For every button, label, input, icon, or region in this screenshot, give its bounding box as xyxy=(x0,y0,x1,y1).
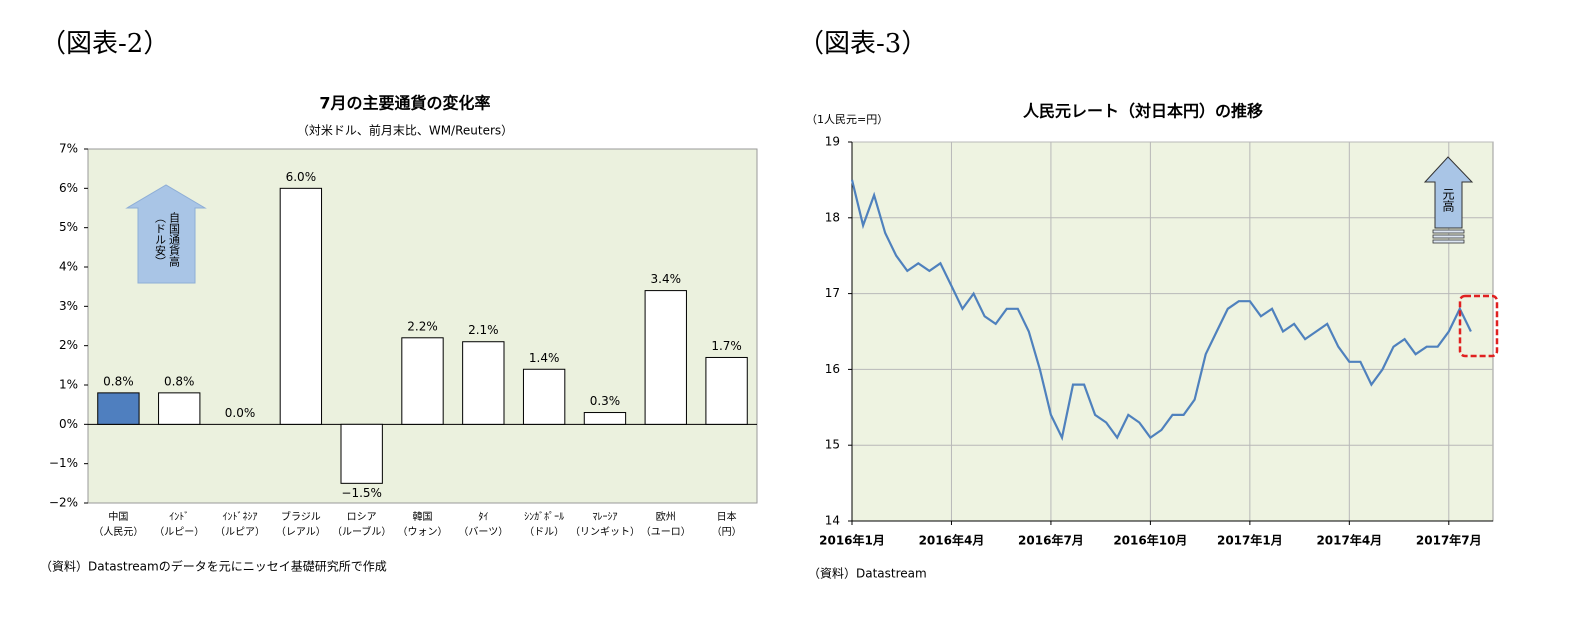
x-tick-label: ﾏﾚｰｼｱ xyxy=(592,512,617,523)
data-label: 0.8% xyxy=(103,374,134,388)
x-tick-label: 2017年4月 xyxy=(1316,533,1382,548)
data-label: 2.1% xyxy=(468,323,499,337)
x-tick-label: 2017年1月 xyxy=(1217,533,1283,548)
data-label: 0.0% xyxy=(225,406,256,420)
bar xyxy=(462,341,505,425)
x-tick-label: （ユーロ） xyxy=(641,526,691,538)
data-label: 3.4% xyxy=(651,272,682,286)
y-tick-label: 19 xyxy=(825,135,840,149)
x-tick-label: （リンギット） xyxy=(570,526,640,538)
x-tick-label: （ルーブル） xyxy=(332,525,391,538)
y-tick-label: 7% xyxy=(59,142,78,156)
x-tick-label: （ルピー） xyxy=(154,526,204,538)
x-tick-label: ｼﾝｶﾞﾎﾟｰﾙ xyxy=(524,511,564,523)
arrow-stripe xyxy=(1432,229,1465,234)
figure-label: （図表-2） xyxy=(40,29,169,59)
x-tick-label: 2016年1月 xyxy=(819,533,885,548)
x-tick-label: （バーツ） xyxy=(458,526,508,538)
arrow xyxy=(125,184,207,284)
arrow-stripe xyxy=(1432,234,1465,239)
x-tick-label: ロシア xyxy=(347,512,377,523)
y-tick-label: 0% xyxy=(59,417,78,431)
line-series xyxy=(850,179,1472,441)
y-tick-label: 18 xyxy=(825,210,840,224)
arrow-stripe xyxy=(1432,239,1465,244)
x-tick-label: 欧州 xyxy=(656,511,676,523)
bar xyxy=(705,356,748,425)
x-tick-label: 2016年4月 xyxy=(919,533,985,548)
x-tick-label: 2016年10月 xyxy=(1113,533,1187,548)
data-label: 0.8% xyxy=(164,374,195,388)
data-label: 0.3% xyxy=(590,394,621,408)
bar xyxy=(583,412,627,425)
annotation: 自国通貨高 xyxy=(168,212,181,268)
y-tick-label: −1% xyxy=(49,456,78,470)
x-tick-label: （人民元） xyxy=(93,526,143,538)
y-tick-label: 14 xyxy=(825,514,840,528)
arrow xyxy=(1423,156,1474,229)
y-tick-label: 5% xyxy=(59,220,78,234)
y-tick-label: 17 xyxy=(825,286,840,300)
x-tick-label: ｲﾝﾄﾞﾈｼｱ xyxy=(223,511,258,523)
x-tick-label: ｲﾝﾄﾞ xyxy=(169,511,189,523)
y-tick-label: 1% xyxy=(59,378,78,392)
bar xyxy=(401,337,444,425)
data-label: 1.7% xyxy=(711,339,742,353)
figure-label: （図表-3） xyxy=(798,29,927,59)
x-tick-label: 日本 xyxy=(717,510,737,523)
y-tick-label: 6% xyxy=(59,181,78,195)
bar xyxy=(97,392,140,425)
bar xyxy=(522,368,566,425)
x-tick-label: （ルピア） xyxy=(215,526,265,538)
x-tick-label: （ドル） xyxy=(524,526,564,538)
bar xyxy=(644,290,687,425)
annotation: （ドル安） xyxy=(154,212,167,267)
y-tick-label: 4% xyxy=(59,260,78,274)
x-tick-label: ブラジル xyxy=(281,510,321,523)
bar xyxy=(158,392,201,425)
bar xyxy=(279,187,323,425)
chart-title: 人民元レート（対日本円）の推移 xyxy=(1023,102,1263,121)
x-tick-label: （ウォン） xyxy=(398,526,448,538)
x-tick-label: 中国 xyxy=(108,510,128,523)
chart-title: 7月の主要通貨の変化率 xyxy=(319,94,490,113)
x-tick-label: （レアル） xyxy=(276,526,326,538)
x-tick-label: ﾀｲ xyxy=(478,511,488,523)
y-axis-label: （1人民元=円） xyxy=(806,113,888,126)
y-tick-label: −2% xyxy=(49,496,78,510)
bar xyxy=(340,423,383,484)
y-tick-label: 15 xyxy=(825,438,840,452)
highlight-box xyxy=(1458,294,1499,358)
data-label: 1.4% xyxy=(529,351,560,365)
data-label: 2.2% xyxy=(407,319,438,333)
annotation: 元高 xyxy=(1441,188,1455,213)
data-label: 6.0% xyxy=(286,170,317,184)
y-tick-label: 2% xyxy=(59,338,78,352)
y-tick-label: 3% xyxy=(59,299,78,313)
data-label: −1.5% xyxy=(341,486,382,500)
y-tick-label: 16 xyxy=(825,362,840,376)
x-tick-label: 韓国 xyxy=(413,511,433,523)
x-tick-label: 2017年7月 xyxy=(1416,533,1482,548)
source: （資料）Datastreamのデータを元にニッセイ基礎研究所で作成 xyxy=(40,559,387,574)
source: （資料）Datastream xyxy=(808,567,927,581)
x-tick-label: （円） xyxy=(712,526,742,538)
chart-subtitle: （対米ドル、前月末比、WM/Reuters） xyxy=(297,123,513,138)
x-tick-label: 2016年7月 xyxy=(1018,533,1084,548)
plot-area xyxy=(851,141,1494,522)
